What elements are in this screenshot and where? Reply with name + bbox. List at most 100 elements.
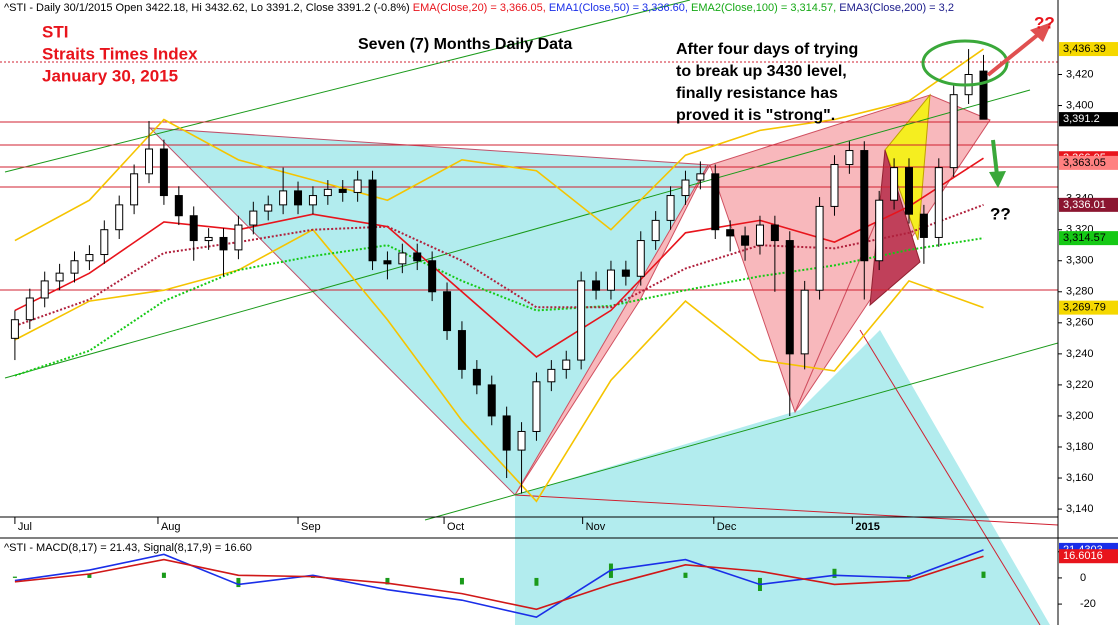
- channel-line: [4, 89, 1031, 379]
- badge-label: 3,336.01: [1063, 199, 1106, 211]
- macd-title: ^STI - MACD(8,17) = 21.43, Signal(8,17,9…: [4, 542, 252, 554]
- candle-body: [294, 190, 303, 206]
- question-mark: ??: [1034, 13, 1055, 32]
- candle-body: [651, 219, 660, 242]
- badge-label: 3,314.57: [1063, 232, 1106, 244]
- indicator-line: [14, 48, 984, 242]
- candle-body: [443, 291, 452, 332]
- channel-line: [424, 342, 1058, 521]
- channel-line: [4, 0, 691, 173]
- candle-body: [815, 205, 824, 291]
- badge-label: 3,363.05: [1063, 157, 1106, 169]
- candle-body: [115, 204, 124, 231]
- arrow: [986, 31, 1042, 77]
- candle-body: [159, 148, 168, 197]
- y-tick-label: 0: [1080, 572, 1086, 584]
- pink-pattern: [514, 164, 709, 496]
- histogram-bar: [683, 572, 688, 578]
- candle-body: [949, 94, 958, 169]
- cyan-pattern: [515, 330, 1050, 625]
- candle-body: [413, 252, 422, 262]
- candle-body: [666, 195, 675, 221]
- histogram-bar: [161, 572, 166, 578]
- candle-body: [547, 368, 556, 383]
- candle-body: [979, 70, 988, 120]
- arrow: [991, 139, 999, 176]
- header-text: EMA2(Close,100) = 3,314.57,: [691, 2, 836, 14]
- y-tick-label: 3,240: [1066, 348, 1094, 360]
- header-text: EMA3(Close,200) = 3,2: [839, 2, 954, 14]
- annotation: Straits Times Index: [42, 44, 198, 63]
- candle-body: [860, 150, 869, 262]
- x-tick-label: 2015: [855, 521, 879, 533]
- candle-body: [85, 254, 94, 262]
- candle-body: [323, 188, 332, 197]
- candle-body: [383, 260, 392, 265]
- value-badge: [1059, 300, 1118, 315]
- trend-line: [514, 494, 1058, 526]
- candle-body: [845, 150, 854, 166]
- candle-body: [25, 297, 34, 321]
- value-badge: [1059, 42, 1118, 57]
- histogram-bar: [385, 577, 390, 585]
- candle-body: [800, 289, 809, 355]
- candle-body: [353, 179, 362, 193]
- y-tick-label: 3,200: [1066, 410, 1094, 422]
- value-badge: [1059, 155, 1118, 170]
- candle-body: [755, 224, 764, 246]
- candle-body: [40, 280, 49, 299]
- histogram-bar: [12, 576, 17, 578]
- badge-label: 3,269.79: [1063, 302, 1106, 314]
- trend-line: [859, 329, 1041, 625]
- indicator-line: [14, 549, 984, 619]
- highlight-ellipse: [921, 39, 1009, 87]
- y-tick-label: 3,160: [1066, 472, 1094, 484]
- candle-body: [934, 167, 943, 238]
- y-tick-label: 3,140: [1066, 503, 1094, 515]
- x-tick-label: Sep: [301, 521, 321, 533]
- drawings: [0, 0, 1058, 625]
- x-tick-label: Nov: [586, 521, 606, 533]
- header-text: ^STI - Daily 30/1/2015 Open 3422.18, Hi …: [4, 2, 410, 14]
- value-badge: [1059, 197, 1118, 212]
- candle-body: [785, 240, 794, 355]
- candle-body: [457, 330, 466, 370]
- candle-body: [532, 381, 541, 432]
- candle-body: [174, 195, 183, 217]
- candle-body: [606, 269, 615, 291]
- badge-label: 3,391.2: [1063, 113, 1100, 125]
- candle-body: [338, 188, 347, 193]
- candle-body: [904, 167, 913, 215]
- arrow-head: [989, 171, 1006, 188]
- candle-body: [770, 224, 779, 242]
- arrow-head: [1030, 22, 1052, 42]
- candle-body: [726, 229, 735, 237]
- candle-body: [204, 236, 213, 242]
- candle-body: [621, 269, 630, 277]
- candle-body: [577, 280, 586, 361]
- histogram-bar: [87, 574, 92, 578]
- histogram-bar: [832, 568, 837, 578]
- candle-body: [875, 199, 884, 262]
- candle-body: [592, 280, 601, 291]
- candle-body: [681, 179, 690, 197]
- candle-body: [368, 179, 377, 262]
- histogram-bar: [906, 575, 911, 578]
- histogram-bar: [459, 577, 464, 585]
- candle-body: [100, 229, 109, 256]
- x-tick-label: Aug: [161, 521, 181, 533]
- candle-body: [145, 148, 154, 175]
- question-mark: ??: [990, 204, 1011, 223]
- candle-body: [741, 235, 750, 246]
- y-tick-label: 3,280: [1066, 286, 1094, 298]
- candle-body: [696, 173, 705, 181]
- header-text: EMA1(Close,50) = 3,336.60,: [549, 2, 688, 14]
- candle-body: [249, 210, 258, 226]
- indicator-line: [14, 228, 984, 503]
- candle-body: [219, 236, 228, 251]
- y-tick-label: 3,260: [1066, 317, 1094, 329]
- plot: [10, 48, 988, 619]
- candle-body: [308, 195, 317, 206]
- histogram-bar: [534, 577, 539, 586]
